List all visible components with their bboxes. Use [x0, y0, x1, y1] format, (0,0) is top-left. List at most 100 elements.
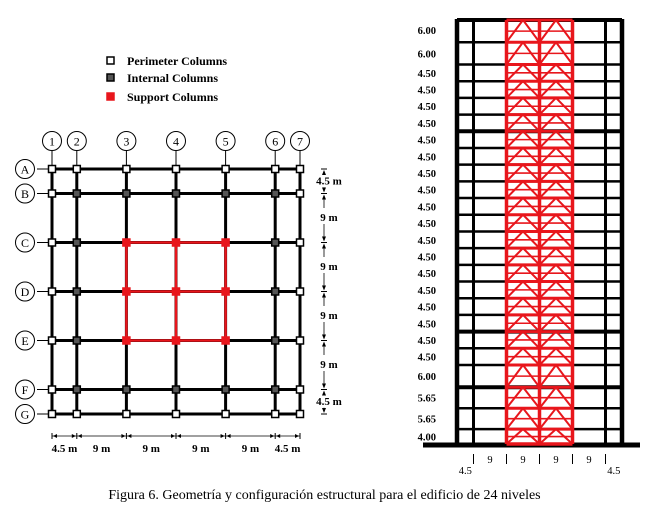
plan-columns — [47, 164, 305, 419]
internal-column — [72, 336, 82, 345]
dimension-arrow — [322, 194, 326, 200]
grid-bubble-label-1: 1 — [49, 135, 55, 149]
dimension-label-horizontal: 9 m — [242, 443, 259, 455]
story-height-label: 4.50 — [418, 186, 436, 197]
dimension-arrow — [77, 434, 82, 438]
elevation-bay-label: 9 — [586, 455, 591, 466]
perimeter-column — [47, 336, 57, 345]
perimeter-column — [47, 287, 57, 296]
story-height-label: 4.50 — [418, 119, 436, 130]
perimeter-column — [47, 238, 57, 247]
dimension-arrow — [171, 434, 175, 438]
grid-bubble-label-3: 3 — [123, 135, 129, 149]
grid-bubble-1 — [42, 131, 62, 151]
plan-horizontal-dimensions: 4.5 m 9 m 9 m 9 m 9 m 4.5 m — [51, 433, 301, 455]
dimension-arrow — [322, 243, 326, 249]
support-column — [221, 238, 230, 247]
support-column — [122, 238, 131, 247]
grid-bubble-3 — [116, 131, 137, 151]
elevation-bay-label: 9 — [487, 455, 492, 466]
grid-bubble-label-2: 2 — [74, 135, 80, 149]
dimension-arrow — [322, 170, 326, 175]
story-height-label: 4.50 — [418, 102, 436, 113]
dimension-arrow — [295, 434, 299, 438]
support-column — [221, 336, 230, 345]
grid-bubble-D — [15, 281, 35, 302]
floor-plan: 1 2 3 4 5 6 7 AB C D E FG 4.5 m 9 m 9 m 9 m 9 m 4.5 m 4… — [15, 131, 342, 455]
grid-bubble-label-G: G — [21, 408, 30, 422]
elevation-bay-dimensions: 4.5 9 9 9 9 4.5 — [459, 454, 620, 477]
dimension-arrow — [322, 390, 326, 396]
story-height-label: 5.65 — [418, 394, 436, 405]
perimeter-column — [122, 164, 131, 174]
internal-column — [270, 287, 280, 296]
dimension-arrow — [53, 434, 57, 438]
story-height-label: 6.00 — [418, 26, 436, 37]
grid-bubble-2 — [66, 131, 87, 151]
grid-bubble-label-F: F — [22, 383, 29, 397]
grid-bubble-5 — [215, 131, 236, 151]
row-grid-bubbles: AB C D E FG — [15, 159, 52, 424]
story-height-label: 4.50 — [418, 236, 436, 247]
story-height-label: 4.50 — [418, 353, 436, 364]
dimension-arrow — [226, 434, 231, 438]
dimension-label-vertical: 9 m — [320, 359, 337, 371]
grid-bubble-E — [15, 330, 35, 351]
internal-column — [122, 385, 131, 394]
support-column — [171, 238, 181, 247]
grid-bubble-G — [15, 404, 35, 424]
grid-bubble-label-4: 4 — [173, 135, 179, 149]
dimension-arrow — [322, 383, 326, 389]
dimension-arrow — [322, 187, 326, 193]
perimeter-column — [295, 385, 305, 394]
column-grid-bubbles: 1 2 3 4 5 6 7 — [42, 131, 310, 169]
perimeter-column — [72, 409, 82, 419]
dimension-arrow — [322, 292, 326, 298]
perimeter-column — [270, 409, 280, 419]
elevation-bay-label: 9 — [553, 455, 558, 466]
perimeter-column — [295, 409, 305, 419]
perimeter-column — [221, 409, 230, 419]
dimension-arrow — [177, 434, 181, 438]
support-column — [122, 336, 131, 345]
dimension-arrow — [322, 236, 326, 242]
dimension-label-horizontal: 4.5 m — [275, 443, 301, 455]
grid-bubble-label-E: E — [21, 334, 28, 348]
perimeter-column — [295, 238, 305, 247]
perimeter-column — [47, 385, 57, 394]
dimension-arrow — [322, 285, 326, 291]
story-height-label: 4.50 — [418, 303, 436, 314]
grid-bubble-label-D: D — [21, 285, 30, 299]
grid-bubble-7 — [290, 131, 310, 151]
dimension-label-vertical: 4.5 m — [316, 396, 342, 408]
grid-bubble-label-5: 5 — [223, 135, 229, 149]
story-height-label: 4.50 — [418, 169, 436, 180]
story-height-label: 4.50 — [418, 136, 436, 147]
dimension-arrow — [121, 434, 126, 438]
story-height-label: 5.65 — [418, 415, 436, 426]
internal-column — [270, 238, 280, 247]
perimeter-column — [295, 287, 305, 296]
dimension-arrow — [322, 341, 326, 347]
internal-column — [270, 189, 280, 198]
dimension-arrow — [71, 434, 76, 438]
grid-bubble-label-C: C — [21, 236, 29, 250]
story-height-label: 4.50 — [418, 269, 436, 280]
elevation-bay-label: 4.5 — [607, 466, 620, 477]
support-column — [221, 287, 230, 296]
legend: Perimeter Columns Internal Columns Suppo… — [106, 54, 227, 104]
legend-swatch-support — [106, 92, 115, 101]
story-height-label: 6.00 — [418, 49, 436, 60]
story-height-label: 4.50 — [418, 336, 436, 347]
internal-column — [221, 385, 230, 394]
internal-column — [72, 189, 82, 198]
perimeter-column — [72, 164, 82, 174]
dimension-arrow — [220, 434, 225, 438]
story-height-label: 6.00 — [418, 372, 436, 383]
story-height-labels: 6.00 6.00 4.50 4.50 4.50 4.50 4.50 4.50 4.50 4.50… — [418, 26, 436, 444]
building-elevation: 6.00 6.00 4.50 4.50 4.50 4.50 4.50 4.50 4.50 4.50… — [418, 18, 640, 477]
figure-caption: Figura 6. Geometría y configuración estr… — [108, 488, 541, 503]
legend-label-perimeter: Perimeter Columns — [127, 54, 227, 68]
support-column — [171, 336, 181, 345]
story-height-label: 4.50 — [418, 202, 436, 213]
